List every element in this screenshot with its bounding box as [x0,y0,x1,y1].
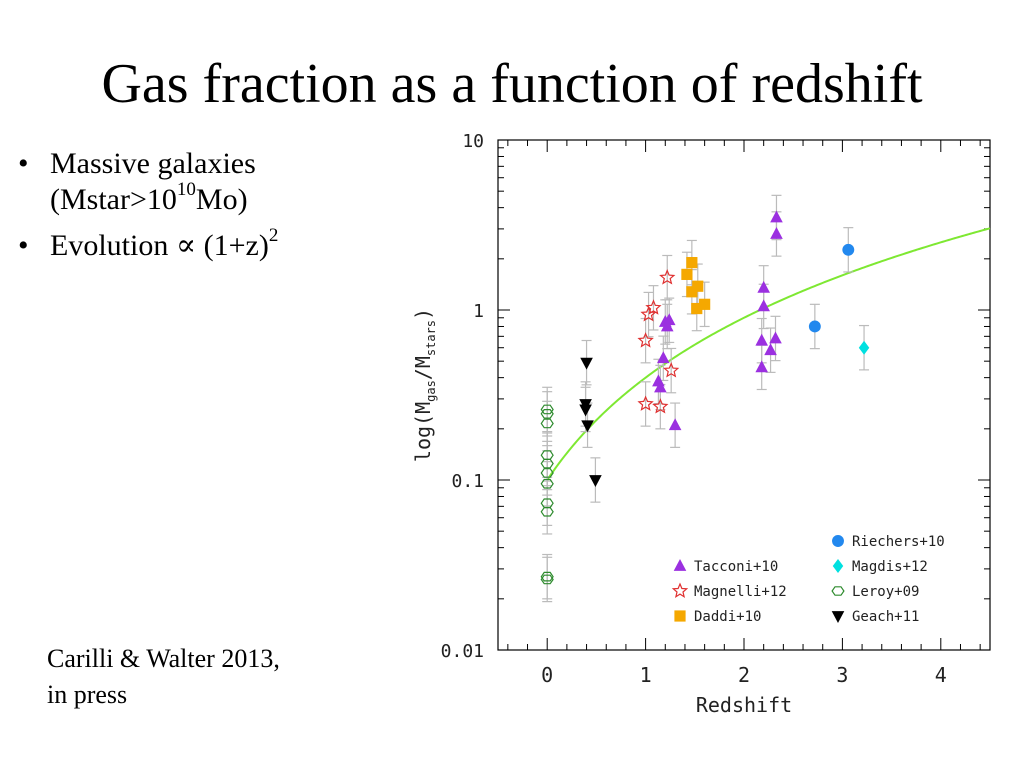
legend-marker [671,582,689,598]
bullet-tail: Mo) [195,183,248,216]
data-point-leroy-09 [540,478,554,489]
data-point-leroy-09 [540,574,554,585]
legend-marker [832,535,844,547]
data-point-daddi-10 [692,280,704,292]
model-curve [546,227,991,481]
data-point-daddi-10 [699,298,711,310]
data-point-daddi-10 [691,302,703,315]
data-point-leroy-09 [540,458,554,469]
data-point-magnelli-12 [652,398,669,414]
y-tick-label: 10 [462,131,484,152]
data-point-geach-11 [581,420,594,433]
bullet-dot-icon: • [18,229,29,262]
bullet-evolution: • Evolution ∝ (1+z)2 [18,225,398,264]
data-point-magnelli-12 [637,332,654,348]
legend-marker [673,559,687,571]
data-point-magnelli-12 [659,269,676,285]
bullet-superscript: 10 [176,179,196,200]
y-axis-title-part: stars [424,320,438,356]
slide-title: Gas fraction as a function of redshift [101,53,923,115]
citation-line-1: Carilli & Walter 2013, [47,644,280,673]
data-point-magnelli-12 [645,299,662,315]
y-axis-title-part: log(M [411,402,435,462]
data-point-tacconi-10 [770,210,783,223]
citation-line-2: in press [47,680,128,709]
data-point-leroy-09 [540,404,554,415]
legend-marker [674,610,686,622]
gas-fraction-chart: 0 1 2 3 4 0.01 0.1 1 10 Redshift log(Mgas/Mstars) T… [411,131,991,717]
data-point-tacconi-10 [757,299,770,312]
y-axis-title-part: gas [424,380,438,402]
data-point-leroy-09 [540,571,554,582]
data-point-tacconi-10 [755,333,769,346]
data-point-geach-11 [580,357,593,370]
data-point-tacconi-10 [660,319,674,332]
legend-label: Magnelli+12 [694,584,787,600]
data-point-leroy-09 [540,468,554,478]
data-point-tacconi-10 [668,418,682,431]
data-point-tacconi-10 [757,280,770,293]
data-point-riechers-10 [842,243,855,256]
data-point-magnelli-12 [662,362,680,378]
legend-marker [831,611,845,623]
citation: Carilli & Walter 2013, in press [47,641,377,713]
data-point-tacconi-10 [770,226,783,239]
data-point-tacconi-10 [657,351,670,364]
data-point-magnelli-12 [640,306,657,322]
bullet-massive-galaxies: • Massive galaxies (Mstar>1010Mo) [18,146,398,218]
y-tick-label: 0.1 [451,471,484,492]
data-point-tacconi-10 [662,313,676,326]
legend-label: Magdis+12 [852,559,928,575]
x-tick-label: 2 [738,663,750,687]
y-axis-title-part: /M [411,356,435,380]
data-point-tacconi-10 [769,331,782,344]
data-point-leroy-09 [540,418,554,429]
legend-label: Geach+11 [852,609,919,625]
data-point-riechers-10 [808,320,821,333]
legend-label: Leroy+09 [852,584,919,600]
data-point-magnelli-12 [637,395,654,411]
legend-marker [832,559,844,573]
legend-label: Riechers+10 [852,534,945,550]
data-point-leroy-09 [540,409,554,419]
x-tick-label: 1 [640,663,652,687]
data-point-daddi-10 [681,268,693,280]
legend-label: Tacconi+10 [694,559,778,575]
bullet-text: Massive galaxies (Mstar>10 [50,147,256,216]
data-point-tacconi-10 [755,360,769,373]
bullet-superscript: 2 [268,225,279,246]
x-tick-label: 3 [836,663,848,687]
legend-label: Daddi+10 [694,609,761,625]
y-tick-label: 0.01 [441,641,484,662]
data-point-magdis-12 [858,340,870,355]
legend-marker [831,586,845,596]
data-point-tacconi-10 [764,343,777,356]
data-point-daddi-10 [686,286,698,298]
y-axis-title: log(Mgas/Mstars) [411,308,438,462]
bullet-list: • Massive galaxies (Mstar>1010Mo) • Evolut… [18,146,398,274]
data-point-daddi-10 [686,257,698,269]
bullet-dot-icon: • [18,147,29,180]
data-point-leroy-09 [540,507,554,517]
data-point-geach-11 [589,475,602,487]
y-axis-title-part: ) [411,308,435,320]
data-point-tacconi-10 [652,374,665,387]
data-point-tacconi-10 [654,380,667,393]
x-tick-label: 0 [541,663,553,687]
x-tick-label: 4 [935,663,947,687]
bullet-text: Evolution ∝ (1+z) [50,229,269,262]
data-point-geach-11 [579,404,592,417]
x-axis-title: Redshift [696,693,792,717]
y-tick-label: 1 [473,301,484,322]
